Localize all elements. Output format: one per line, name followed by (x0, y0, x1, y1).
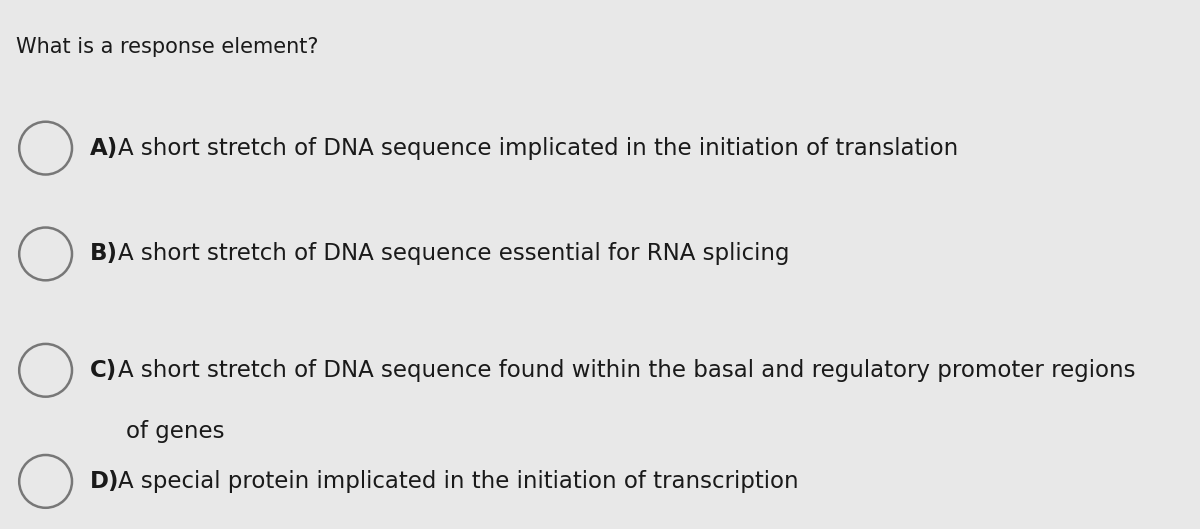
Ellipse shape (19, 122, 72, 175)
Text: B): B) (90, 242, 118, 266)
Text: A special protein implicated in the initiation of transcription: A special protein implicated in the init… (118, 470, 798, 493)
Ellipse shape (19, 227, 72, 280)
Text: What is a response element?: What is a response element? (16, 37, 318, 57)
Text: A): A) (90, 136, 119, 160)
Text: D): D) (90, 470, 120, 493)
Text: of genes: of genes (126, 419, 224, 443)
Ellipse shape (19, 344, 72, 397)
Text: A short stretch of DNA sequence implicated in the initiation of translation: A short stretch of DNA sequence implicat… (118, 136, 958, 160)
Text: A short stretch of DNA sequence essential for RNA splicing: A short stretch of DNA sequence essentia… (118, 242, 790, 266)
Text: C): C) (90, 359, 118, 382)
Text: A short stretch of DNA sequence found within the basal and regulatory promoter r: A short stretch of DNA sequence found wi… (118, 359, 1135, 382)
Ellipse shape (19, 455, 72, 508)
